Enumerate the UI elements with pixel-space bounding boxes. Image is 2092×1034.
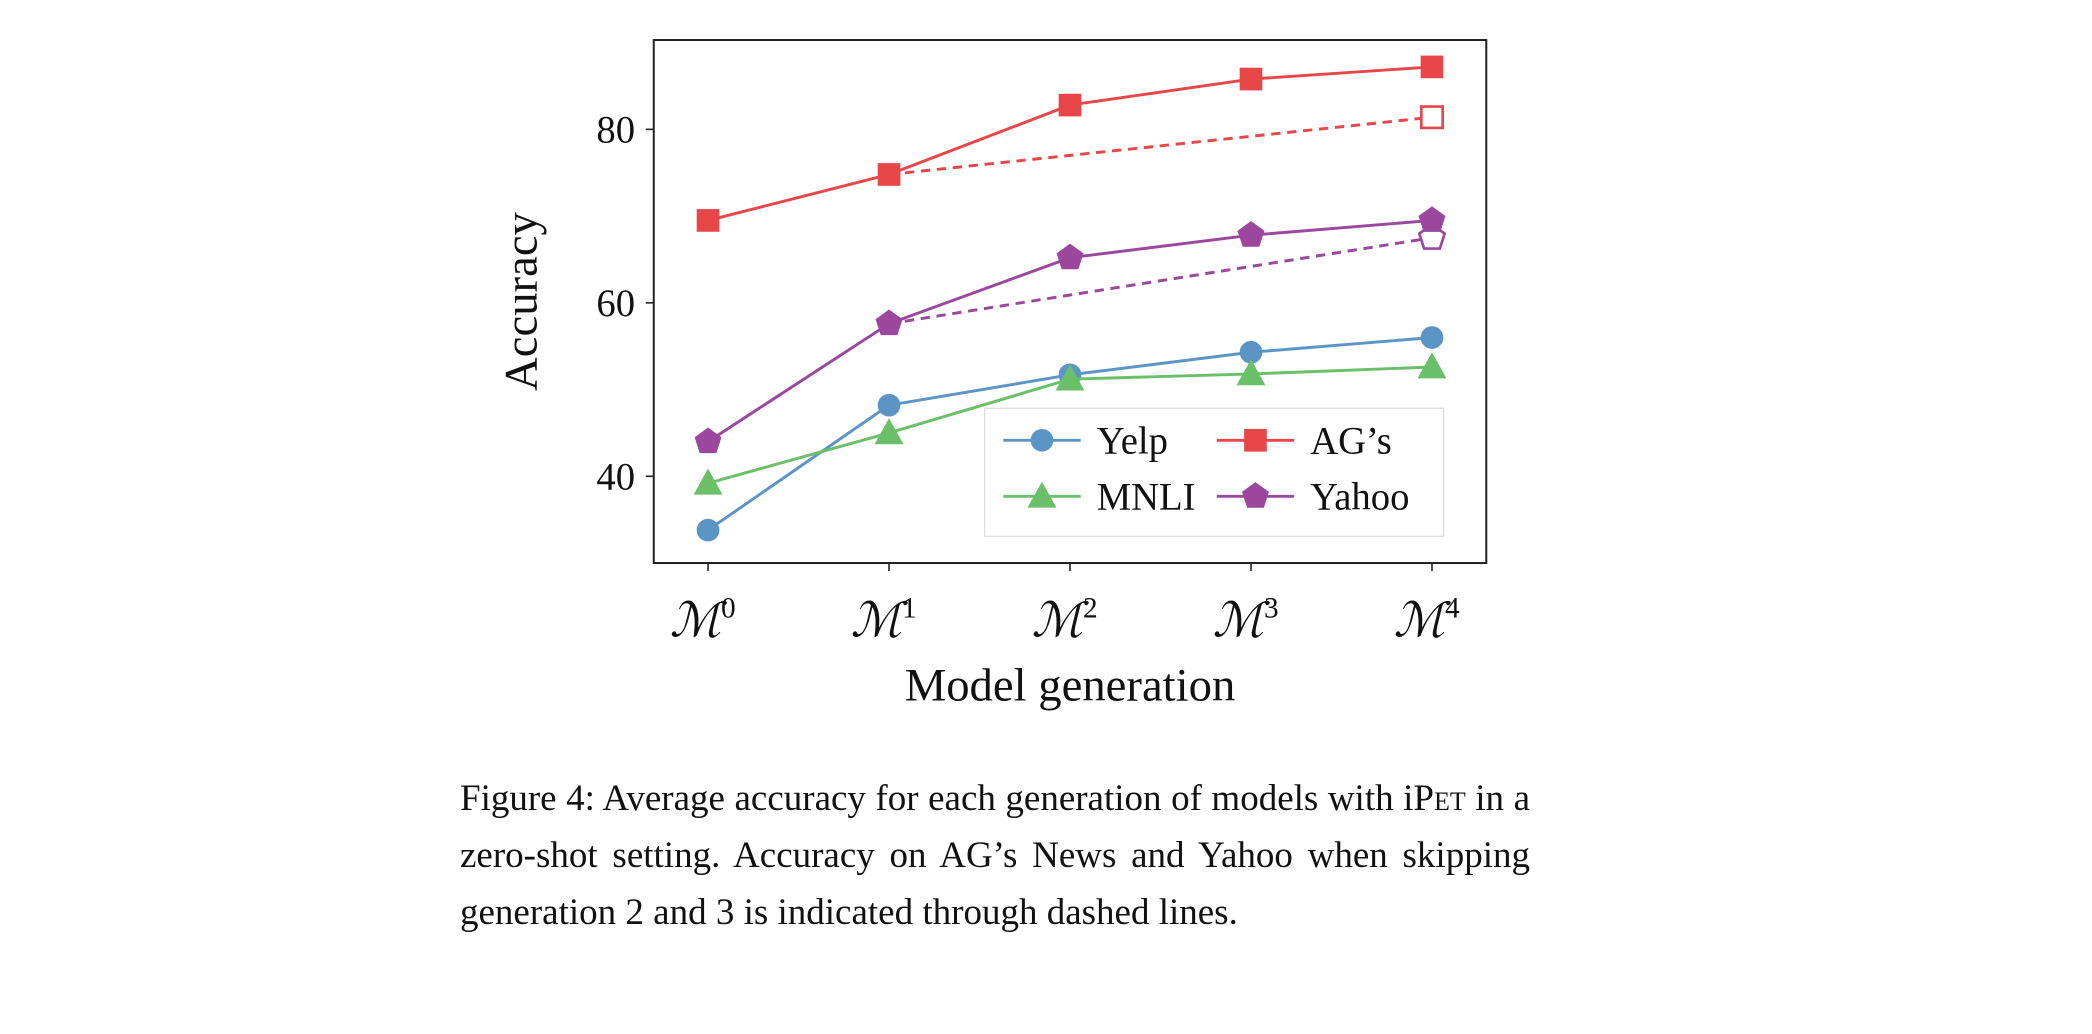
series-mnli — [693, 352, 1447, 495]
data-point — [1418, 206, 1446, 232]
legend-entry: AG’s — [1216, 421, 1392, 463]
legend-entry: Yelp — [1003, 421, 1168, 463]
legend-marker — [1027, 481, 1057, 508]
legend-label: AG’s — [1310, 421, 1392, 463]
legend-marker — [1244, 428, 1267, 452]
data-point — [1417, 352, 1447, 379]
skip-data-point — [1419, 105, 1444, 130]
series-ags — [696, 55, 1444, 232]
legend-marker — [1030, 428, 1054, 452]
x-axis-label: Model generation — [905, 659, 1236, 711]
data-point — [1420, 55, 1444, 79]
data-point — [1236, 359, 1266, 386]
legend: Yelp AG’s MNLI Yahoo — [983, 407, 1445, 538]
data-point — [1420, 326, 1444, 349]
legend-box — [983, 407, 1445, 538]
legend-marker — [1242, 482, 1269, 508]
data-point — [694, 427, 722, 454]
legend-label: Yahoo — [1310, 477, 1409, 519]
y-tick-label: 60 — [596, 283, 635, 325]
y-axis-label: Accuracy — [495, 211, 547, 390]
data-point — [1239, 67, 1263, 91]
skip-dashed-line — [888, 236, 1433, 326]
legend-label: MNLI — [1097, 477, 1196, 519]
data-point — [875, 309, 903, 336]
data-point — [696, 518, 720, 542]
caption-suffix: in a zero-shot setting. Accuracy on AG’s… — [460, 778, 1531, 933]
legend-entry: MNLI — [1003, 477, 1196, 519]
x-tick-label: ℳ4 — [1394, 593, 1460, 648]
y-tick-label: 80 — [596, 110, 635, 152]
figure-caption: Figure 4: Average accuracy for each gene… — [460, 770, 1530, 941]
x-tick-label: ℳ1 — [851, 593, 917, 648]
y-tick-label: 40 — [596, 457, 635, 499]
caption-prefix: Figure 4: Average accuracy for each gene… — [460, 778, 1414, 819]
data-point — [1055, 364, 1085, 391]
data-point — [877, 393, 901, 417]
data-point — [1056, 243, 1084, 270]
data-point — [1237, 221, 1265, 247]
x-tick-label: ℳ0 — [670, 593, 736, 648]
caption-smallcaps: Pet — [1413, 778, 1466, 819]
data-point — [874, 418, 904, 445]
legend-entry: Yahoo — [1216, 477, 1409, 519]
x-tick-label: ℳ3 — [1213, 593, 1279, 648]
data-point — [693, 468, 723, 495]
data-point — [1058, 93, 1082, 117]
data-point — [877, 163, 901, 186]
skip-dashed-line — [888, 115, 1433, 176]
data-point — [696, 209, 720, 232]
x-tick-label: ℳ2 — [1032, 593, 1098, 648]
series-yahoo — [694, 206, 1447, 454]
legend-label: Yelp — [1097, 421, 1168, 463]
